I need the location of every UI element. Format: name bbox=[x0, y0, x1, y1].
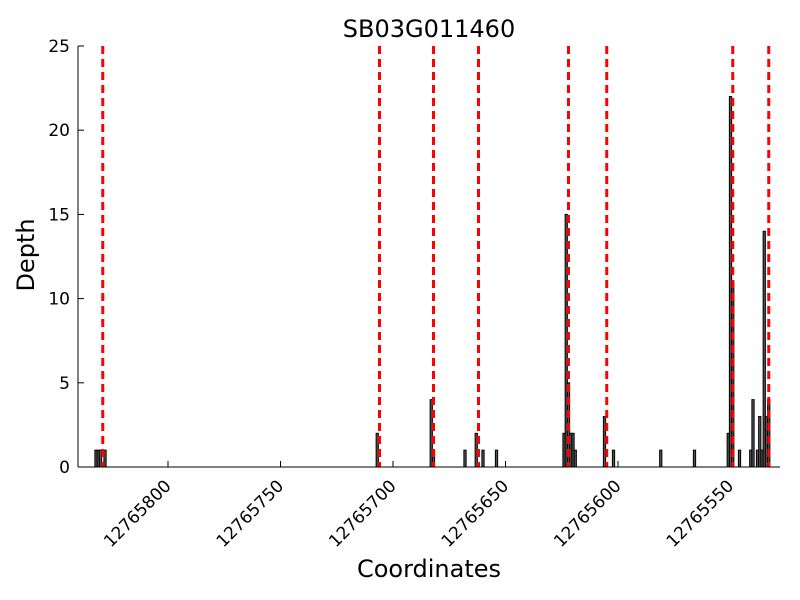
y-ticks: 0 5 10 15 20 25 bbox=[48, 37, 84, 478]
depth-bar bbox=[611, 449, 616, 468]
depth-bar bbox=[737, 449, 742, 468]
y-axis-label: Depth bbox=[12, 218, 40, 291]
depth-bar bbox=[481, 449, 485, 468]
plot-frame bbox=[77, 46, 780, 468]
chart-title: SB03G011460 bbox=[343, 15, 515, 43]
depth-bar bbox=[463, 449, 467, 468]
marker-lines bbox=[101, 46, 771, 467]
depth-bar bbox=[751, 399, 755, 468]
x-tick-label: 12765600 bbox=[550, 476, 625, 551]
depth-bar bbox=[573, 449, 577, 468]
y-tick-label: 0 bbox=[59, 458, 70, 478]
y-tick-label: 10 bbox=[48, 290, 70, 310]
y-tick-label: 20 bbox=[48, 121, 70, 141]
x-ticks: 12765800 12765750 12765700 12765650 12765600… bbox=[100, 461, 738, 552]
depth-bar bbox=[692, 449, 697, 468]
x-tick-label: 12765700 bbox=[325, 476, 400, 551]
x-tick-label: 12765650 bbox=[438, 476, 513, 551]
y-tick-label: 5 bbox=[59, 374, 70, 394]
x-tick-label: 12765550 bbox=[663, 476, 738, 551]
y-tick-label: 25 bbox=[48, 37, 70, 57]
x-axis-label: Coordinates bbox=[357, 555, 501, 583]
x-tick-label: 12765800 bbox=[100, 476, 175, 551]
depth-bar bbox=[494, 449, 499, 468]
y-tick-label: 15 bbox=[48, 205, 70, 225]
depth-bar bbox=[659, 449, 663, 468]
x-tick-label: 12765750 bbox=[213, 476, 288, 551]
